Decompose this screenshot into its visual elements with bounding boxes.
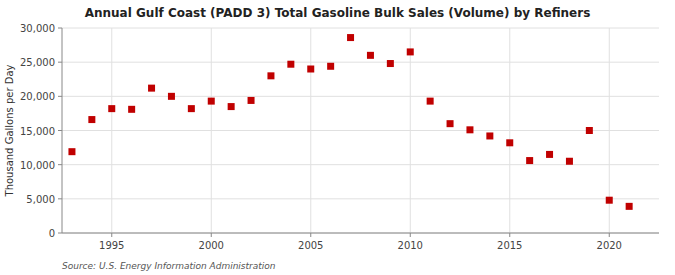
x-grid-line <box>211 28 212 233</box>
point <box>526 157 533 164</box>
x-grid-line <box>410 28 411 233</box>
point <box>347 34 354 41</box>
point <box>108 105 115 112</box>
x-tick-label: 2020 <box>597 240 622 251</box>
point <box>128 106 135 113</box>
y-tick-label: 20,000 <box>20 91 55 102</box>
point <box>188 105 195 112</box>
x-tick <box>111 233 112 237</box>
point <box>546 151 553 158</box>
x-tick <box>509 233 510 237</box>
y-tick-label: 25,000 <box>20 57 55 68</box>
point <box>307 66 314 73</box>
point <box>367 52 374 59</box>
point <box>606 197 613 204</box>
point <box>387 60 394 67</box>
point <box>506 139 513 146</box>
x-tick <box>211 233 212 237</box>
x-tick-label: 2010 <box>398 240 423 251</box>
points <box>68 34 632 210</box>
x-tick <box>410 233 411 237</box>
x-tick <box>310 233 311 237</box>
point <box>566 158 573 165</box>
y-tick <box>58 164 62 165</box>
chart-title: Annual Gulf Coast (PADD 3) Total Gasolin… <box>85 6 591 20</box>
point <box>88 116 95 123</box>
grid <box>62 28 659 233</box>
x-grid-line <box>111 28 112 233</box>
x-grid-line <box>509 28 510 233</box>
y-tick-label: 30,000 <box>20 23 55 34</box>
point <box>208 98 215 105</box>
x-tick-label: 2005 <box>298 240 323 251</box>
point <box>228 103 235 110</box>
y-axis-label: Thousand Gallons per Day <box>4 64 15 197</box>
point <box>148 85 155 92</box>
x-tick-label: 2000 <box>199 240 224 251</box>
x-tick <box>609 233 610 237</box>
y-tick-label: 15,000 <box>20 126 55 137</box>
chart-svg: Annual Gulf Coast (PADD 3) Total Gasolin… <box>0 0 675 275</box>
point <box>466 126 473 133</box>
y-tick-label: 0 <box>49 228 55 239</box>
point <box>287 61 294 68</box>
x-tick-label: 1995 <box>99 240 124 251</box>
y-grid-line <box>62 96 659 97</box>
x-axis-line <box>62 233 659 234</box>
y-axis-line <box>62 28 63 233</box>
y-tick <box>58 233 62 234</box>
source-annotation: Source: U.S. Energy Information Administ… <box>62 261 276 271</box>
y-tick-label: 10,000 <box>20 160 55 171</box>
point <box>407 48 414 55</box>
y-grid-line <box>62 130 659 131</box>
point <box>447 120 454 127</box>
y-tick <box>58 130 62 131</box>
axes: 0 5,000 10,000 15,000 20,000 25,000 30,000 1995… <box>20 23 659 251</box>
point <box>586 127 593 134</box>
point <box>267 72 274 79</box>
point <box>327 63 334 70</box>
point <box>626 203 633 210</box>
point <box>68 148 75 155</box>
chart-container: Annual Gulf Coast (PADD 3) Total Gasolin… <box>0 0 675 275</box>
point <box>427 98 434 105</box>
x-grid-line <box>310 28 311 233</box>
y-grid-line <box>62 62 659 63</box>
y-grid-line <box>62 198 659 199</box>
point <box>248 97 255 104</box>
y-tick <box>58 198 62 199</box>
y-tick <box>58 28 62 29</box>
y-grid-line <box>62 28 659 29</box>
point <box>486 132 493 139</box>
y-grid-line <box>62 233 659 234</box>
x-tick-label: 2015 <box>497 240 522 251</box>
point <box>168 93 175 100</box>
y-tick <box>58 96 62 97</box>
y-tick <box>58 62 62 63</box>
y-tick-label: 5,000 <box>26 194 55 205</box>
